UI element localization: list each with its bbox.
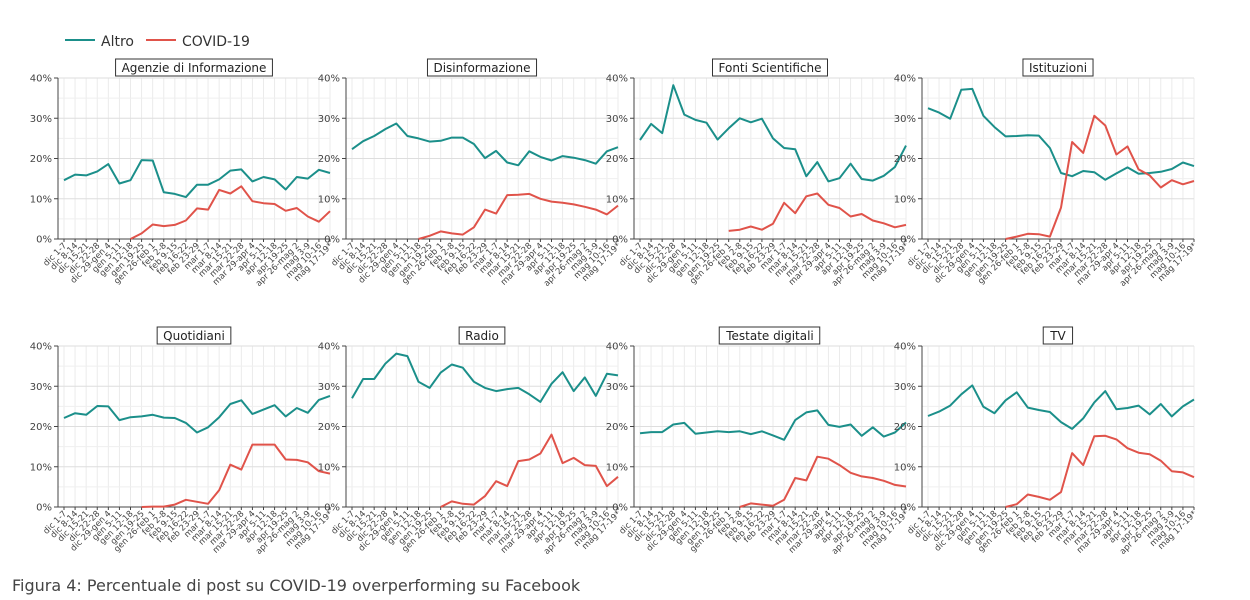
series-line-covid-19 — [141, 443, 331, 508]
y-tick-label: 30% — [318, 382, 340, 393]
y-tick-label: 20% — [606, 154, 628, 165]
y-tick-label: 20% — [30, 422, 52, 433]
panel-title-box — [156, 326, 232, 345]
series-line-covid-19 — [739, 455, 907, 508]
legend: Altro COVID-19 — [65, 34, 250, 50]
y-tick-label: 0% — [324, 503, 340, 514]
y-tick-label: 20% — [318, 422, 340, 433]
y-tick-label: 10% — [30, 194, 52, 205]
y-tick-label: 40% — [606, 74, 628, 85]
panel-title-box — [426, 58, 538, 77]
y-tick-label: 0% — [612, 503, 628, 514]
legend-label-altro: Altro — [101, 34, 134, 50]
y-tick-label: 20% — [894, 422, 916, 433]
panel-title: TV — [1049, 329, 1066, 343]
y-tick-label: 10% — [894, 462, 916, 473]
y-tick-label: 20% — [606, 422, 628, 433]
panel-title: Agenzie di Informazione — [122, 61, 267, 75]
series-line-altro — [639, 409, 907, 441]
panel-title-box — [718, 326, 821, 345]
y-tick-label: 40% — [894, 74, 916, 85]
y-tick-label: 20% — [30, 154, 52, 165]
panel-title: Quotidiani — [163, 329, 225, 343]
y-tick-label: 40% — [318, 74, 340, 85]
y-tick-label: 40% — [318, 342, 340, 353]
panel-title-box — [712, 58, 828, 77]
y-tick-label: 30% — [30, 382, 52, 393]
y-tick-label: 0% — [324, 235, 340, 246]
y-tick-label: 0% — [612, 235, 628, 246]
y-tick-label: 0% — [36, 235, 52, 246]
y-tick-label: 40% — [606, 342, 628, 353]
y-tick-label: 0% — [900, 503, 916, 514]
panel-title: Testate digitali — [725, 329, 814, 343]
series-line-altro — [63, 159, 331, 199]
panel-title-box — [115, 58, 273, 77]
series-line-covid-19 — [440, 433, 619, 508]
y-tick-label: 20% — [894, 154, 916, 165]
series-line-altro — [639, 84, 907, 183]
y-tick-label: 0% — [36, 503, 52, 514]
series-line-covid-19 — [130, 185, 331, 240]
series-line-altro — [927, 384, 1195, 430]
series-line-covid-19 — [1005, 114, 1195, 240]
y-tick-label: 10% — [894, 194, 916, 205]
panel-title: Istituzioni — [1029, 61, 1087, 75]
y-tick-label: 10% — [318, 194, 340, 205]
panel-title-box — [1042, 326, 1074, 345]
panel-title-box — [458, 326, 506, 345]
series-line-covid-19 — [418, 192, 619, 240]
panel-title: Radio — [465, 329, 499, 343]
y-tick-label: 30% — [606, 114, 628, 125]
series-line-altro — [351, 352, 619, 403]
series-line-altro — [927, 87, 1195, 181]
y-tick-label: 10% — [606, 194, 628, 205]
series-line-covid-19 — [1005, 434, 1195, 508]
y-tick-label: 30% — [606, 382, 628, 393]
y-tick-label: 30% — [318, 114, 340, 125]
panel-title: Fonti Scientifiche — [719, 61, 822, 75]
series-line-altro — [63, 394, 331, 434]
series-line-covid-19 — [728, 192, 907, 232]
y-tick-label: 40% — [30, 74, 52, 85]
y-tick-label: 30% — [894, 114, 916, 125]
legend-label-covid-19: COVID-19 — [182, 34, 250, 50]
y-tick-label: 30% — [894, 382, 916, 393]
y-tick-label: 0% — [900, 235, 916, 246]
y-tick-label: 20% — [318, 154, 340, 165]
y-tick-label: 10% — [30, 462, 52, 473]
series-line-altro — [351, 122, 619, 167]
figure-caption: Figura 4: Percentuale di post su COVID-1… — [12, 576, 581, 595]
panel-title: Disinformazione — [433, 61, 530, 75]
y-tick-label: 40% — [30, 342, 52, 353]
y-tick-label: 40% — [894, 342, 916, 353]
panel-title-box — [1022, 58, 1094, 77]
y-tick-label: 30% — [30, 114, 52, 125]
y-tick-label: 10% — [318, 462, 340, 473]
y-tick-label: 10% — [606, 462, 628, 473]
